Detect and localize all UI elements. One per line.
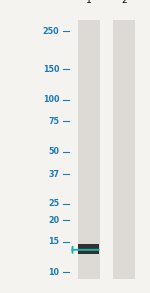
Text: 1: 1 bbox=[86, 0, 92, 5]
Text: 2: 2 bbox=[121, 0, 127, 5]
Text: 150: 150 bbox=[43, 65, 59, 74]
Text: 75: 75 bbox=[48, 117, 59, 126]
Text: 100: 100 bbox=[43, 95, 59, 104]
FancyBboxPatch shape bbox=[78, 20, 100, 279]
Text: 50: 50 bbox=[48, 147, 59, 156]
Text: 10: 10 bbox=[48, 268, 59, 277]
Text: 20: 20 bbox=[48, 216, 59, 225]
FancyBboxPatch shape bbox=[113, 20, 135, 279]
Text: 250: 250 bbox=[43, 27, 59, 36]
Text: 37: 37 bbox=[48, 170, 59, 179]
Text: 25: 25 bbox=[48, 199, 59, 208]
Bar bbox=[78, 244, 99, 254]
Text: 15: 15 bbox=[48, 237, 59, 246]
